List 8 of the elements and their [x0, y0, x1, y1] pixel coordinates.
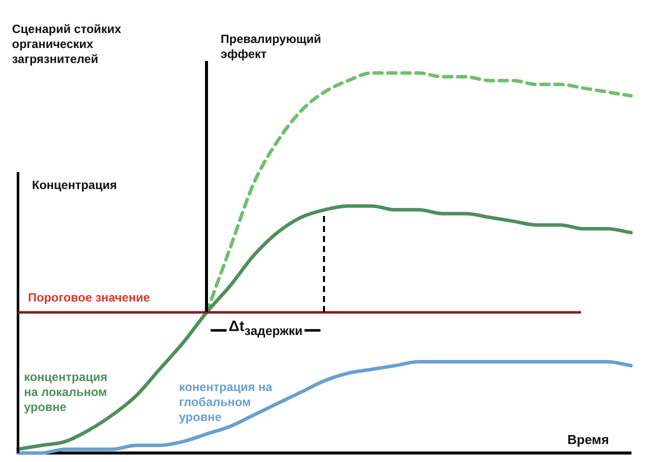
chart-title: Сценарий стойких органических загрязнителей: [12, 22, 122, 67]
annotation: Δt$_{задержки}$: [228, 318, 303, 340]
y-axis-title: Концентрация: [32, 178, 117, 193]
ref-line-label: Пороговое значение: [28, 290, 150, 305]
series-label: концентрация на локальном уровне: [24, 370, 108, 415]
text: Превалирующий эффект: [220, 32, 322, 62]
series-label: конентрация на глобальном уровне: [179, 380, 274, 425]
x-axis-title: Время: [567, 432, 609, 447]
